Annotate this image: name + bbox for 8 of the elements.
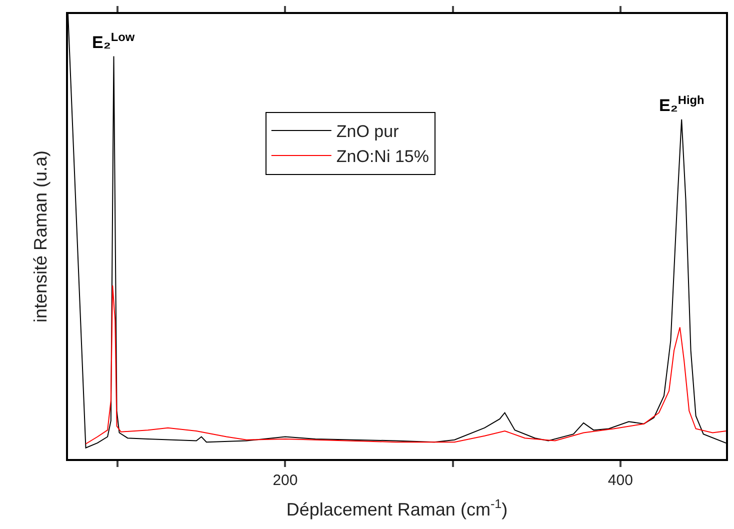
x-tick-label: 400	[608, 472, 633, 489]
y-axis-title: intensité Raman (u.a)	[30, 150, 51, 323]
x-tick-label: 200	[272, 472, 298, 489]
annotation: E₂$^{Low}$	[92, 30, 136, 52]
legend-label: ZnO:Ni 15%	[336, 147, 429, 166]
x-axis-title: Déplacement Raman (cm$^{-1}$)	[286, 497, 508, 520]
legend-label: ZnO pur	[336, 122, 400, 142]
annotation: E₂$^{High}$	[659, 93, 704, 116]
